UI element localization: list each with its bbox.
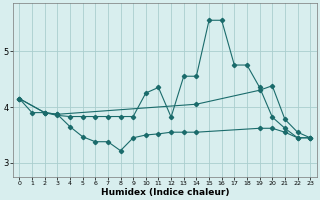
X-axis label: Humidex (Indice chaleur): Humidex (Indice chaleur) (100, 188, 229, 197)
